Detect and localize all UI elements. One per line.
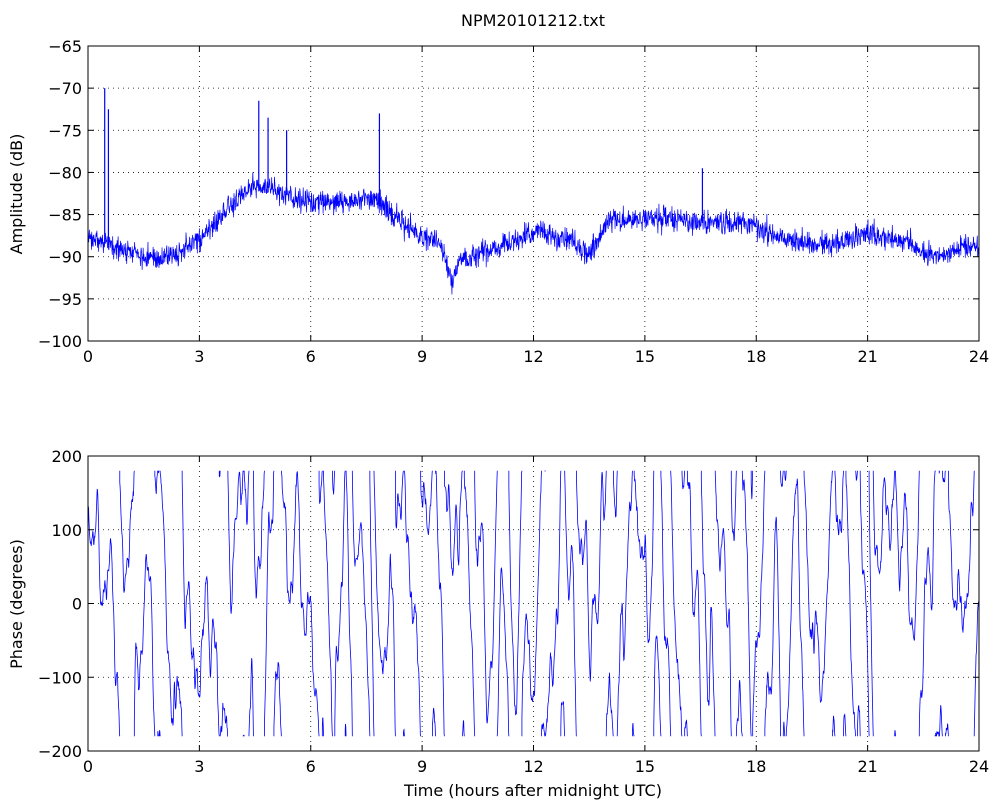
amplitude-ylabel: Amplitude (dB) [7, 134, 26, 255]
x-tick-label: 6 [306, 347, 316, 366]
x-tick-label: 24 [969, 757, 989, 776]
x-tick-label: 15 [635, 347, 655, 366]
y-tick-label: −75 [48, 121, 82, 140]
amplitude-line [87, 172, 980, 295]
phase-line [87, 470, 980, 737]
amplitude-series [87, 88, 980, 295]
amplitude-grid [88, 46, 979, 341]
x-tick-label: 3 [194, 347, 204, 366]
x-tick-label: 9 [417, 757, 427, 776]
x-tick-label: 15 [635, 757, 655, 776]
y-tick-label: −100 [38, 332, 82, 351]
y-tick-label: −90 [48, 248, 82, 267]
amplitude-ticks: 0 3 6 9 12 15 18 21 24 −65 −70 −75 −80 −85 −90 −95 −100 [38, 37, 989, 366]
y-tick-label: −70 [48, 79, 82, 98]
phase-ticks: 0 3 6 9 12 15 18 21 24 200 100 0 −100 −200 [38, 447, 989, 776]
y-tick-label: −100 [38, 668, 82, 687]
x-tick-label: 9 [417, 347, 427, 366]
phase-ylabel: Phase (degrees) [7, 539, 26, 669]
y-tick-label: −95 [48, 290, 82, 309]
x-tick-label: 0 [83, 757, 93, 776]
x-tick-label: 18 [746, 347, 766, 366]
x-tick-label: 12 [523, 347, 543, 366]
amplitude-axes: 0 3 6 9 12 15 18 21 24−65−70−75−80−85−90−95−100 … [7, 37, 989, 366]
x-tick-label: 21 [857, 347, 877, 366]
chart-title: NPM20101212.txt [461, 11, 605, 30]
y-tick-label: −200 [38, 742, 82, 761]
y-tick-label: −65 [48, 37, 82, 56]
x-tick-label: 21 [857, 757, 877, 776]
y-tick-label: −80 [48, 163, 82, 182]
y-tick-label: 0 [72, 595, 82, 614]
phase-xlabel: Time (hours after midnight UTC) [403, 781, 662, 800]
x-tick-label: 18 [746, 757, 766, 776]
y-tick-label: −85 [48, 206, 82, 225]
x-tick-label: 0 [83, 347, 93, 366]
x-tick-label: 24 [969, 347, 989, 366]
x-tick-label: 6 [306, 757, 316, 776]
phase-grid [88, 456, 979, 751]
y-tick-label: 200 [51, 447, 82, 466]
x-tick-label: 3 [194, 757, 204, 776]
phase-series [87, 470, 980, 737]
phase-axes: 0 3 6 9 12 15 18 21 24 200 100 0 −100 −200 Phase (deg… [7, 447, 989, 800]
y-tick-label: 100 [51, 521, 82, 540]
x-tick-label: 12 [523, 757, 543, 776]
